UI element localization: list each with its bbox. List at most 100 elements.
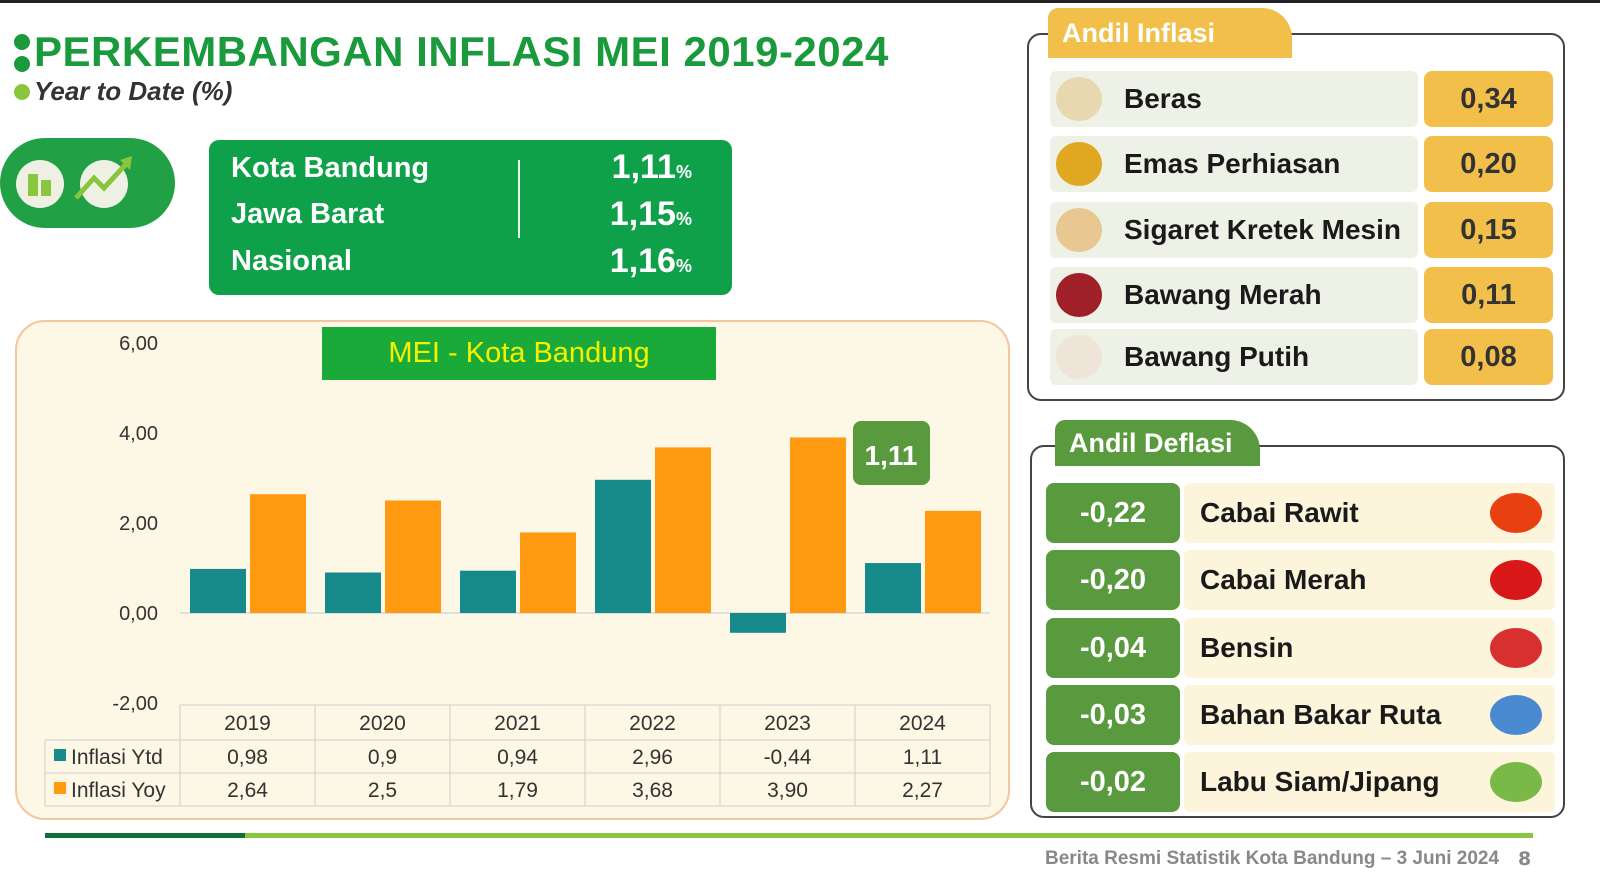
data-label: 2,5 [368, 779, 397, 802]
page-title: PERKEMBANGAN INFLASI MEI 2019-2024 [34, 28, 889, 75]
inflasi-item-row [1050, 267, 1418, 323]
y-tick-label: 2,00 [119, 513, 158, 535]
data-label: 2,64 [227, 779, 268, 802]
y-tick-label: 0,00 [119, 603, 158, 625]
inflasi-item-value: 0,08 [1424, 329, 1553, 385]
icon-pill [0, 138, 175, 228]
y-tick-label: 4,00 [119, 423, 158, 445]
trend-up-icon [74, 156, 132, 208]
deflasi-item-value: -0,22 [1046, 483, 1180, 543]
inflasi-item-row [1050, 329, 1418, 385]
bar-inflasi-ytd [730, 613, 786, 633]
legend-swatch [54, 782, 66, 794]
footer-text: Berita Resmi Statistik Kota Bandung – 3 … [1045, 848, 1500, 869]
callout-label: 1,11 [865, 440, 918, 471]
bar-inflasi-ytd [460, 570, 516, 613]
x-tick-label: 2023 [764, 712, 811, 735]
data-label: -0,44 [764, 746, 812, 769]
footer-bar [45, 833, 1533, 838]
data-label: 1,11 [903, 746, 942, 769]
bullet-icon [14, 84, 30, 100]
data-label: 2,96 [632, 746, 673, 769]
summary-value: 1,11% [611, 148, 692, 186]
deflasi-item-value: -0,02 [1046, 752, 1180, 812]
footer-bar-accent [45, 833, 245, 838]
cigarette-pack-icon [1056, 208, 1102, 252]
data-label: 0,98 [227, 746, 268, 769]
inflasi-item-value: 0,20 [1424, 136, 1553, 192]
chart-title: MEI - Kota Bandung [322, 327, 716, 380]
shallot-icon [1056, 273, 1102, 317]
summary-label: Kota Bandung [231, 152, 430, 184]
andil-inflasi-title: Andil Inflasi [1048, 8, 1292, 58]
summary-value: 1,15% [609, 195, 692, 233]
inflasi-item-value: 0,11 [1424, 267, 1553, 323]
deflasi-item-value: -0,03 [1046, 685, 1180, 745]
bar-inflasi-ytd [595, 479, 651, 613]
summary-value: 1,16% [609, 242, 692, 280]
data-label: 3,68 [632, 779, 673, 802]
x-tick-label: 2019 [224, 712, 271, 735]
legend-label: Inflasi Ytd [71, 746, 163, 769]
page-subtitle: Year to Date (%) [34, 76, 233, 106]
data-label: 0,94 [497, 746, 538, 769]
deflasi-item-label: Bahan Bakar Ruta [1200, 699, 1442, 730]
x-tick-label: 2020 [359, 712, 406, 735]
gold-jewelry-icon [1056, 142, 1102, 186]
x-tick-label: 2022 [629, 712, 676, 735]
y-tick-label: 6,00 [119, 333, 158, 355]
bar-chart-icon [16, 160, 64, 208]
x-tick-label: 2021 [494, 712, 541, 735]
bar-inflasi-ytd [865, 563, 921, 613]
data-label: 3,90 [767, 779, 808, 802]
bar-inflasi-ytd [325, 572, 381, 613]
bar-inflasi-yoy [385, 500, 441, 613]
bar-chart: 6,00 4,00 2,00 0,00 -2,00 2019 2020 2021 2022 202… [44, 333, 991, 807]
bullet-icon [14, 56, 30, 72]
bar-inflasi-yoy [655, 447, 711, 613]
callout-box [853, 421, 930, 485]
red-chili-icon [1490, 560, 1542, 600]
x-tick-label: 2024 [899, 712, 946, 735]
bullet-icon [14, 34, 30, 50]
deflasi-item-label: Labu Siam/Jipang [1200, 766, 1440, 797]
gas-cylinder-icon [1490, 695, 1542, 735]
divider [518, 160, 520, 238]
legend-label: Inflasi Yoy [71, 779, 166, 802]
inflasi-item-value: 0,15 [1424, 202, 1553, 258]
bar-inflasi-yoy [250, 494, 306, 613]
bird-chili-icon [1490, 493, 1542, 533]
fuel-nozzle-icon [1490, 628, 1542, 668]
data-label: 1,79 [497, 779, 538, 802]
garlic-icon [1056, 335, 1102, 379]
bar-inflasi-ytd [190, 568, 246, 613]
inflasi-item-row [1050, 202, 1418, 258]
andil-deflasi-title: Andil Deflasi [1055, 420, 1260, 466]
inflasi-item-label: Bawang Putih [1124, 341, 1310, 372]
data-label: 2,27 [902, 779, 943, 802]
legend-swatch [54, 749, 66, 761]
inflasi-item-label: Sigaret Kretek Mesin [1124, 214, 1401, 245]
inflasi-item-label: Bawang Merah [1124, 279, 1322, 310]
page-number: 8 [1518, 848, 1532, 870]
inflasi-item-row [1050, 136, 1418, 192]
data-label: 0,9 [368, 746, 397, 769]
deflasi-item-value: -0,20 [1046, 550, 1180, 610]
top-border [0, 0, 1600, 3]
inflasi-item-value: 0,34 [1424, 71, 1553, 127]
inflasi-item-row [1050, 71, 1418, 127]
summary-label: Nasional [231, 245, 352, 277]
summary-label: Jawa Barat [231, 198, 385, 230]
bar-inflasi-yoy [520, 532, 576, 613]
inflasi-item-label: Beras [1124, 83, 1202, 114]
inflation-summary-box: Kota Bandung 1,11% Jawa Barat 1,15% Nasi… [209, 140, 732, 295]
bar-inflasi-yoy [925, 510, 981, 613]
deflasi-item-label: Cabai Merah [1200, 564, 1367, 595]
chayote-icon [1490, 762, 1542, 802]
deflasi-item-label: Bensin [1200, 632, 1294, 663]
rice-sack-icon [1056, 77, 1102, 121]
inflasi-item-label: Emas Perhiasan [1124, 148, 1341, 179]
deflasi-item-value: -0,04 [1046, 618, 1180, 678]
deflasi-item-label: Cabai Rawit [1200, 497, 1359, 528]
y-tick-label: -2,00 [112, 693, 158, 715]
